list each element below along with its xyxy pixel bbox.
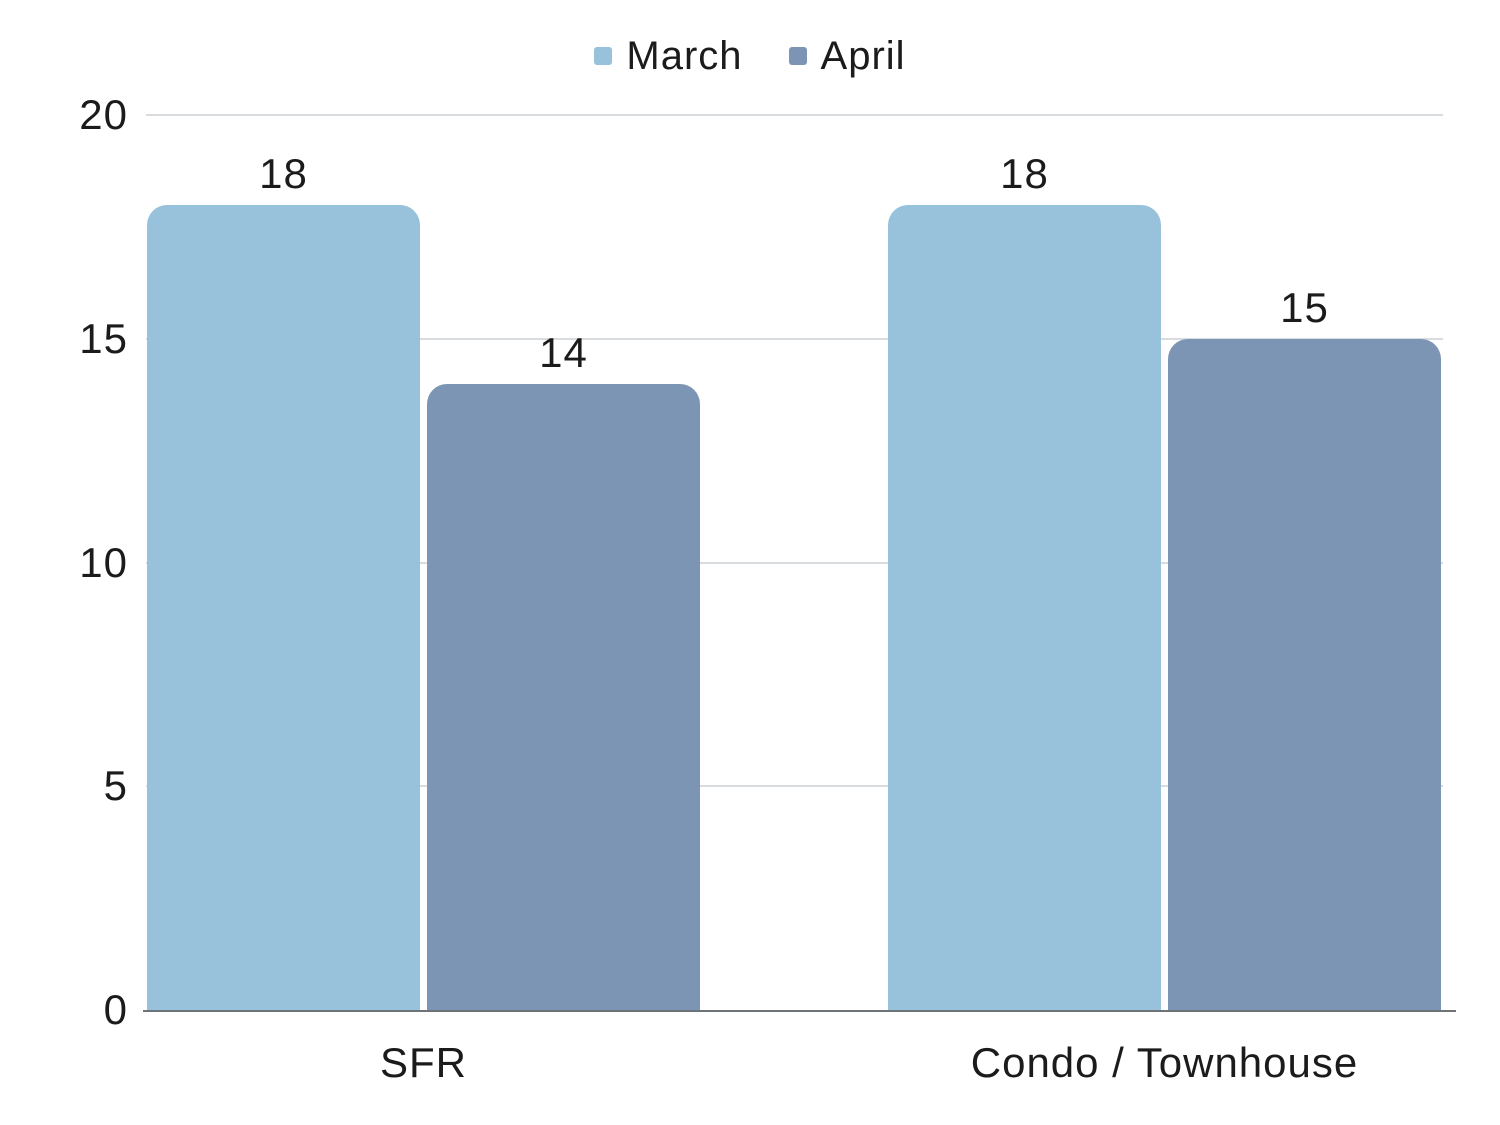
bar-april-condo-townhouse — [1168, 338, 1441, 1010]
bar-march-condo-townhouse — [888, 204, 1161, 1010]
bar-value-label-april-sfr: 14 — [539, 328, 588, 376]
bar-april-sfr — [427, 383, 700, 1010]
x-axis-line — [143, 1010, 1456, 1012]
legend-swatch-april-icon — [788, 47, 807, 65]
legend-item-april: April — [788, 34, 906, 78]
gridline-15 — [146, 337, 1443, 340]
gridline-5 — [146, 785, 1443, 788]
y-tick-label-10: 10 — [79, 538, 128, 586]
gridline-10 — [146, 561, 1443, 564]
legend-swatch-march-icon — [594, 47, 613, 65]
x-axis-label-sfr: SFR — [380, 1039, 467, 1086]
y-tick-label-20: 20 — [79, 91, 128, 138]
legend: March April — [0, 36, 1500, 76]
bar-value-label-march-sfr: 18 — [259, 149, 308, 197]
bar-march-sfr — [147, 204, 420, 1010]
legend-label-april: April — [820, 34, 906, 78]
legend-label-march: March — [626, 34, 743, 78]
y-tick-label-5: 5 — [103, 762, 128, 810]
legend-item-march: March — [594, 36, 742, 76]
bar-value-label-march-condo-townhouse: 18 — [1000, 149, 1049, 197]
gridline-20 — [146, 114, 1443, 116]
bar-value-label-april-condo-townhouse: 15 — [1280, 283, 1329, 331]
x-axis-label-condo-townhouse: Condo / Townhouse — [970, 1039, 1359, 1086]
y-tick-label-0: 0 — [103, 986, 128, 1033]
y-tick-label-15: 15 — [79, 314, 128, 362]
